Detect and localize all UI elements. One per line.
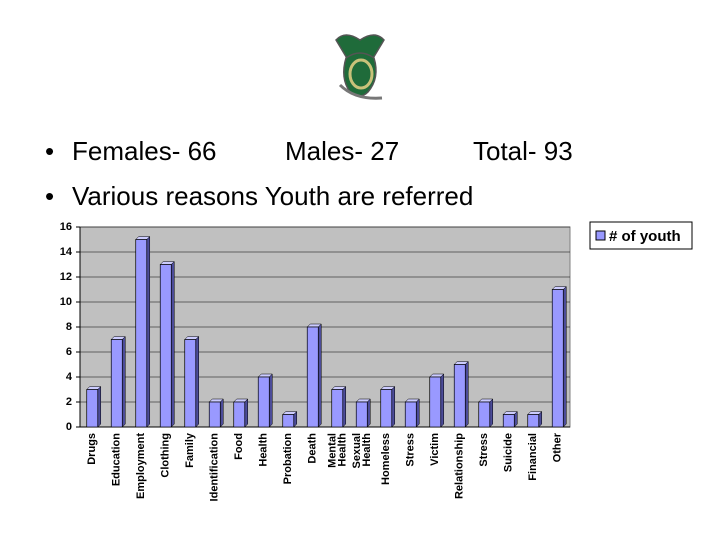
bar-side <box>489 398 494 428</box>
x-tick-label: Death <box>307 433 319 464</box>
x-tick-label: Food <box>233 433 245 460</box>
x-tick-label: SexualHealth <box>351 433 373 469</box>
bar <box>404 401 417 428</box>
legend-swatch <box>595 230 606 241</box>
bar <box>282 414 295 428</box>
x-tick-label: Family <box>184 432 196 468</box>
bar-side <box>416 398 420 428</box>
legend-box <box>589 221 693 250</box>
bar-side <box>171 260 175 428</box>
bar <box>551 289 564 428</box>
bullet-text: Males- 27 <box>285 136 399 166</box>
bullet-marker: • <box>45 181 54 211</box>
bar-side <box>391 385 396 428</box>
bar-side <box>465 360 469 428</box>
bullet-text: Various reasons Youth are referred <box>72 181 473 211</box>
logo <box>335 34 385 100</box>
legend: # of youth <box>589 221 693 250</box>
x-tick-label: Other <box>552 432 564 462</box>
y-tick-label: 6 <box>66 346 72 358</box>
x-tick-label: Financial <box>527 433 539 481</box>
bar <box>233 401 246 428</box>
y-tick-label: 0 <box>66 421 72 433</box>
bar <box>527 414 540 428</box>
bar <box>208 401 221 428</box>
bar <box>86 389 99 428</box>
bar <box>135 239 148 428</box>
y-tick-label: 8 <box>66 321 72 333</box>
x-tick-label: Clothing <box>160 433 172 478</box>
bar <box>502 414 515 428</box>
bar-side <box>367 398 371 428</box>
bar-side <box>146 235 151 428</box>
bar-side <box>563 285 567 428</box>
bar <box>110 339 123 428</box>
bullet-marker: • <box>45 136 54 166</box>
x-tick-label: Suicide <box>503 433 515 472</box>
y-tick-label: 4 <box>66 371 73 383</box>
y-tick-label: 10 <box>60 296 72 308</box>
x-tick-label: MentalHealth <box>326 433 348 468</box>
x-tick-label: Stress <box>478 433 490 467</box>
y-tick-label: 16 <box>60 221 72 233</box>
bar-side <box>318 323 322 428</box>
x-tick-label: Relationship <box>454 433 466 499</box>
bar <box>380 389 393 428</box>
bar <box>184 339 197 428</box>
bullets: • Females- 66 Males- 27 Total- 93 • Vari… <box>45 136 573 211</box>
x-tick-label: Drugs <box>86 433 98 465</box>
x-tick-label: Employment <box>135 433 147 499</box>
y-tick-label: 2 <box>66 396 72 408</box>
x-tick-label: Victim <box>429 433 441 466</box>
bar <box>478 401 491 428</box>
bar <box>159 264 172 428</box>
x-tick-label: Stress <box>405 433 417 467</box>
bar-side <box>244 398 249 428</box>
y-tick-label: 14 <box>60 246 73 258</box>
bar-side <box>97 385 102 428</box>
bar-side <box>122 335 126 428</box>
bar <box>257 376 270 428</box>
x-tick-label: Education <box>111 433 123 486</box>
x-tick-label: Identification <box>209 433 221 502</box>
bar-side <box>269 373 273 428</box>
legend-label: # of youth <box>609 228 681 245</box>
bar <box>453 364 466 428</box>
x-tick-label: Probation <box>282 433 294 485</box>
bar-side <box>220 398 224 428</box>
bar-side <box>342 385 347 428</box>
y-tick-label: 12 <box>60 271 72 283</box>
bar <box>331 389 344 428</box>
bar <box>355 401 368 428</box>
bullet-text: Total- 93 <box>473 136 573 166</box>
x-tick-label: Health <box>258 433 270 467</box>
x-tick-label: Homeless <box>380 433 392 485</box>
bar-side <box>195 335 200 428</box>
bullet-text: Females- 66 <box>72 136 217 166</box>
bar-side <box>440 373 445 428</box>
bar <box>306 326 319 428</box>
bar <box>429 376 442 428</box>
